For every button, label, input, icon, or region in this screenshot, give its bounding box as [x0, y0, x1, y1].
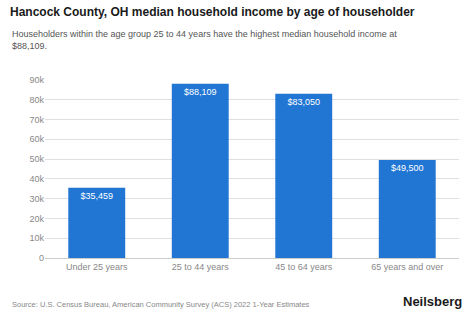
svg-text:25 to 44 years: 25 to 44 years: [172, 262, 230, 272]
svg-text:45 to 64 years: 45 to 64 years: [275, 262, 333, 272]
svg-text:20k: 20k: [29, 214, 44, 224]
svg-text:70k: 70k: [29, 115, 44, 125]
svg-text:0: 0: [39, 253, 44, 263]
svg-text:40k: 40k: [29, 174, 44, 184]
svg-text:80k: 80k: [29, 95, 44, 105]
svg-text:65 years and over: 65 years and over: [371, 262, 443, 272]
svg-text:Under 25 years: Under 25 years: [66, 262, 128, 272]
svg-text:$35,459: $35,459: [80, 191, 113, 201]
svg-text:Hancock County, OH median hous: Hancock County, OH median household inco…: [10, 5, 415, 19]
svg-text:Source: U.S. Census Bureau, Am: Source: U.S. Census Bureau, American Com…: [12, 300, 310, 309]
svg-text:90k: 90k: [29, 75, 44, 85]
svg-text:60k: 60k: [29, 134, 44, 144]
svg-text:30k: 30k: [29, 194, 44, 204]
svg-text:Neilsberg: Neilsberg: [403, 294, 462, 309]
svg-text:Householders within the age gr: Householders within the age group 25 to …: [12, 29, 397, 51]
svg-text:$83,050: $83,050: [287, 97, 320, 107]
svg-text:50k: 50k: [29, 154, 44, 164]
svg-text:10k: 10k: [29, 233, 44, 243]
svg-text:$88,109: $88,109: [184, 87, 217, 97]
svg-text:$49,500: $49,500: [391, 163, 424, 173]
